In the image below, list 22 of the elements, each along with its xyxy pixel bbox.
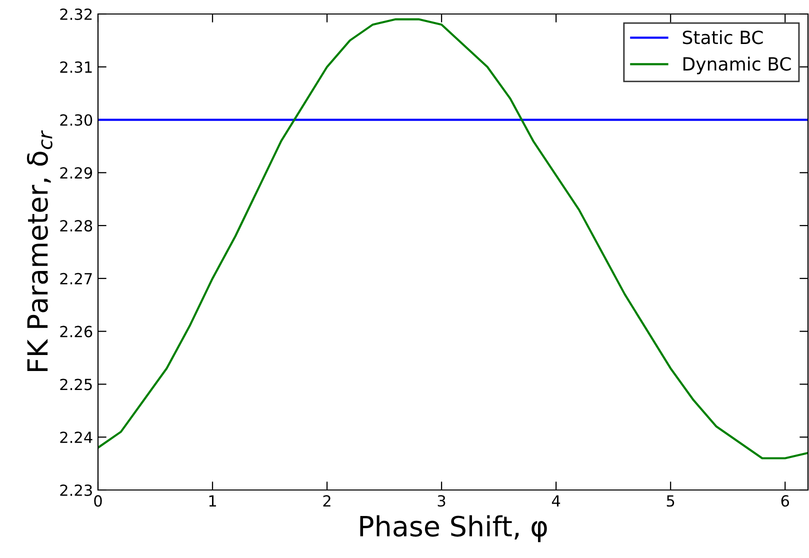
y-axis-title: FK Parameter, δ$_{cr}$ — [26, 130, 52, 371]
x-tick-label: 3 — [438, 495, 446, 507]
y-tick-label: 2.29 — [60, 167, 92, 179]
x-tick-label: 4 — [552, 495, 560, 506]
legend-label: Dynamic BC — [683, 56, 791, 74]
y-tick-label: 2.23 — [60, 484, 92, 496]
y-tick-label: 2.27 — [60, 272, 92, 284]
y-tick-label: 2.32 — [60, 8, 92, 20]
x-tick-label: 1 — [209, 495, 216, 506]
x-tick-label: 0 — [94, 495, 102, 507]
y-tick-label: 2.26 — [60, 326, 92, 338]
x-tick-label: 2 — [323, 495, 330, 506]
legend-label: Static BC — [682, 30, 763, 44]
y-tick-label: 2.25 — [60, 378, 92, 390]
x-tick-label: 5 — [666, 495, 674, 507]
y-tick-label: 2.28 — [60, 220, 92, 232]
line-series — [98, 18, 808, 460]
x-axis-title: Phase Shift, φ — [360, 515, 547, 542]
y-tick-label: 2.30 — [60, 114, 92, 126]
x-tick-label: 6 — [781, 495, 789, 507]
y-tick-label: 2.24 — [60, 432, 92, 443]
y-tick-label: 2.31 — [60, 61, 92, 73]
